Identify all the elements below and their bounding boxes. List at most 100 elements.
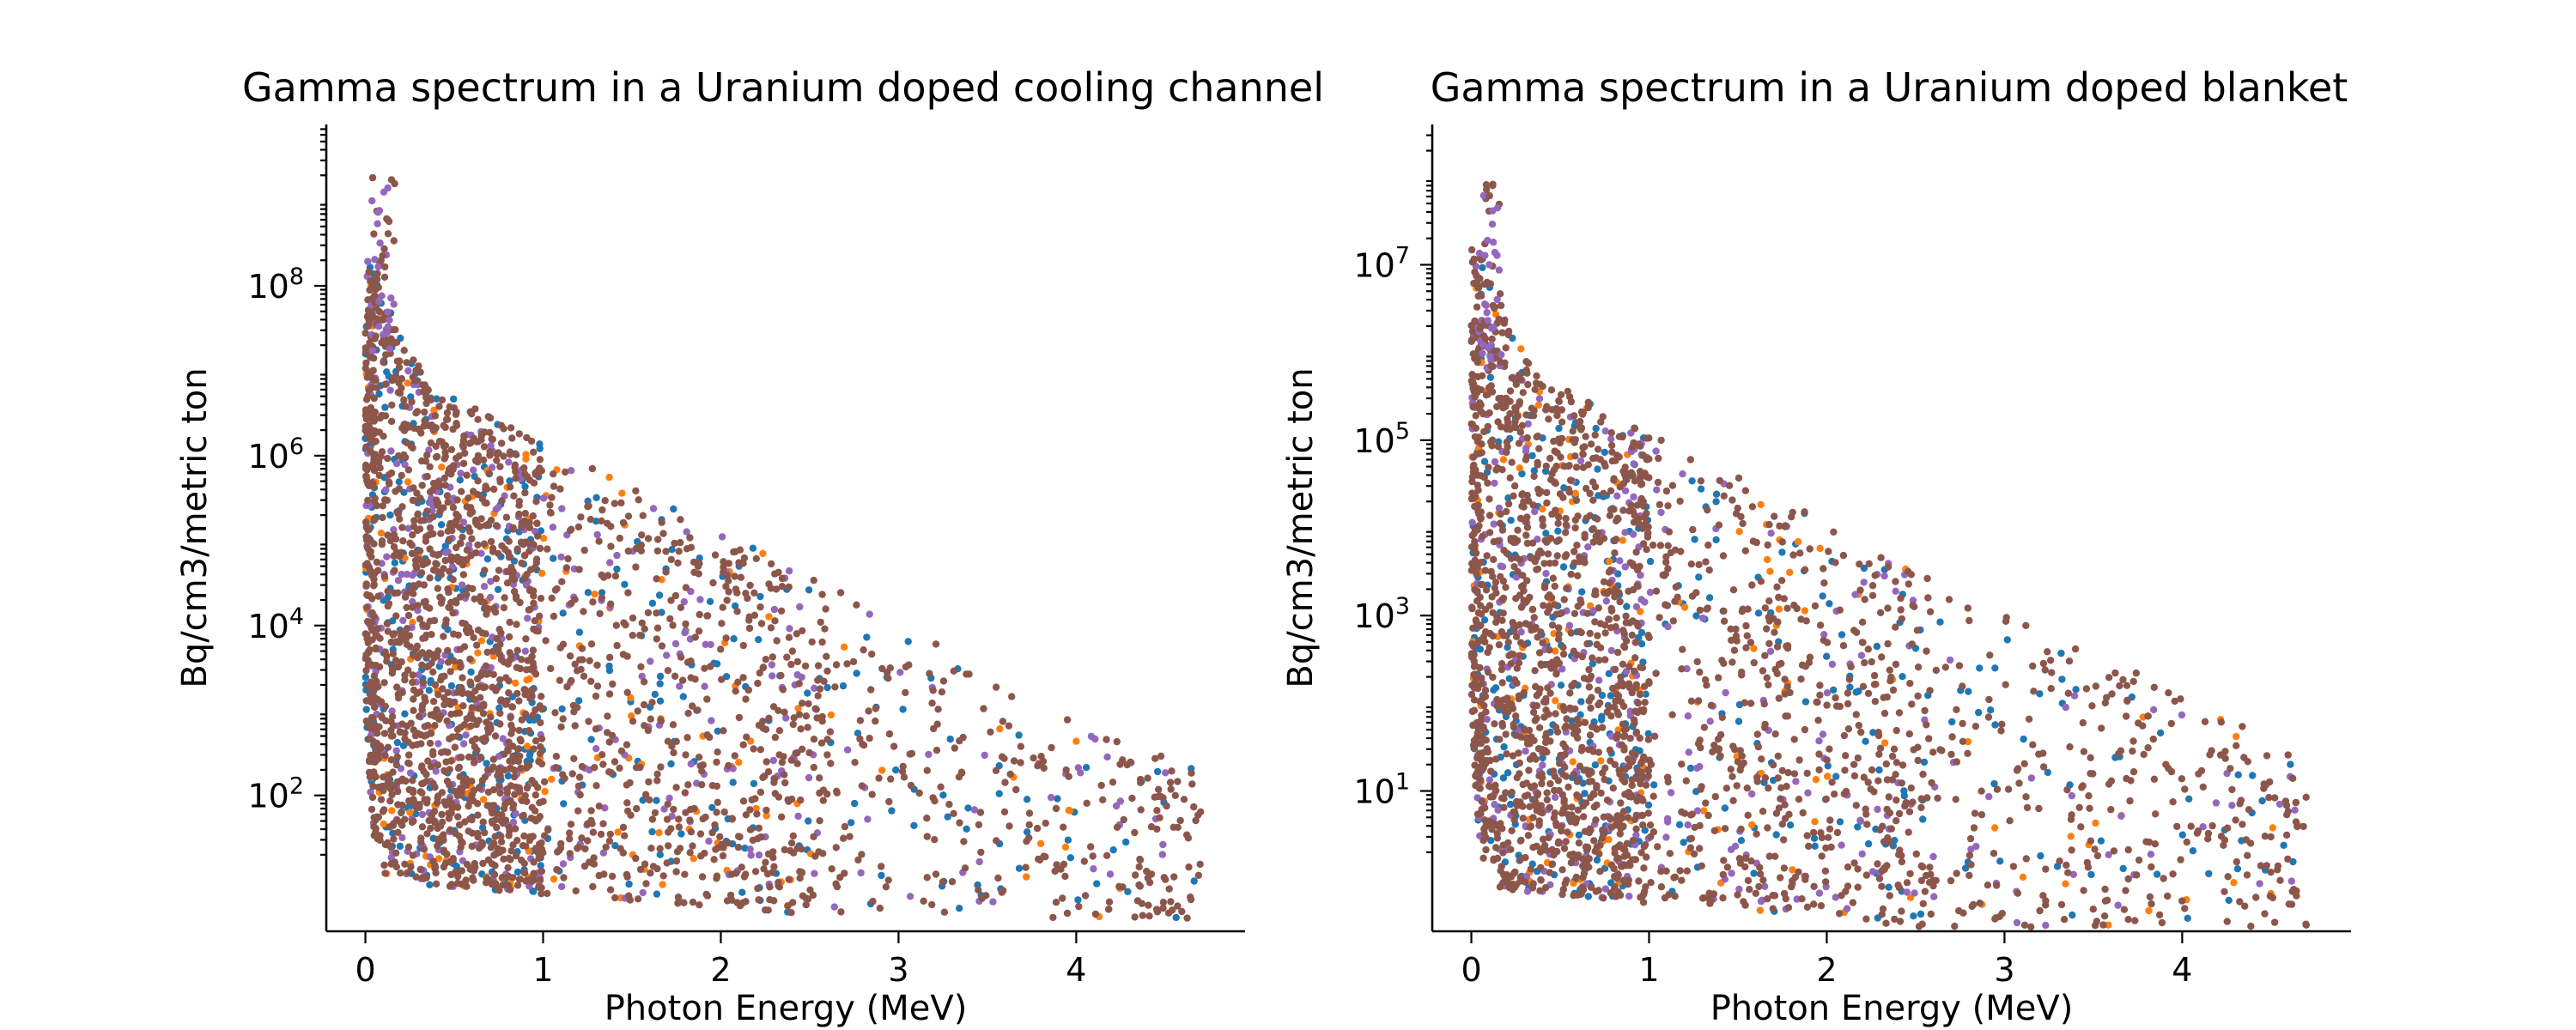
- scatter-point: [718, 676, 726, 683]
- scatter-point: [1106, 870, 1115, 878]
- scatter-point: [537, 594, 545, 603]
- scatter-point: [2258, 797, 2266, 805]
- scatter-point: [591, 591, 598, 598]
- scatter-point: [424, 722, 432, 730]
- scatter-point: [1188, 769, 1195, 777]
- scatter-point: [387, 732, 395, 740]
- scatter-point: [682, 620, 690, 628]
- scatter-point: [370, 575, 378, 583]
- scatter-point: [1500, 742, 1508, 751]
- scatter-point: [2037, 851, 2044, 860]
- scatter-point: [595, 803, 603, 810]
- scatter-point: [780, 753, 787, 760]
- scatter-point: [493, 634, 501, 643]
- scatter-point: [1755, 882, 1763, 891]
- scatter-point: [1151, 793, 1158, 801]
- scatter-point: [653, 797, 660, 804]
- scatter-point: [469, 874, 477, 882]
- scatter-point: [450, 404, 459, 412]
- scatter-point: [1987, 706, 1995, 714]
- scatter-point: [2002, 681, 2009, 688]
- scatter-point: [597, 830, 605, 839]
- scatter-point: [470, 633, 477, 641]
- scatter-point: [1637, 596, 1645, 603]
- scatter-point: [374, 566, 382, 574]
- scatter-point: [1672, 583, 1680, 591]
- scatter-point: [624, 547, 632, 555]
- scatter-point: [725, 588, 732, 596]
- scatter-point: [1756, 906, 1765, 914]
- scatter-point: [1159, 840, 1167, 849]
- scatter-point: [412, 645, 420, 653]
- scatter-point: [598, 751, 606, 759]
- scatter-point: [1652, 587, 1661, 595]
- scatter-point: [733, 608, 741, 615]
- scatter-point: [2245, 806, 2253, 814]
- scatter-point: [371, 256, 379, 264]
- scatter-point: [437, 657, 445, 666]
- scatter-point: [1754, 743, 1762, 751]
- scatter-point: [1976, 664, 1984, 672]
- scatter-point: [672, 868, 680, 876]
- scatter-point: [755, 851, 763, 859]
- scatter-point: [1116, 797, 1125, 805]
- scatter-point: [740, 554, 749, 562]
- scatter-point: [536, 612, 544, 620]
- scatter-point: [810, 576, 817, 585]
- scatter-point: [453, 863, 460, 870]
- scatter-point: [1482, 845, 1490, 854]
- scatter-point: [575, 628, 584, 636]
- scatter-point: [1516, 555, 1524, 564]
- scatter-point: [417, 740, 425, 748]
- scatter-point: [1040, 764, 1048, 772]
- scatter-point: [587, 807, 595, 815]
- scatter-point: [1180, 796, 1188, 803]
- scatter-point: [948, 877, 957, 886]
- scatter-point: [526, 548, 533, 555]
- scatter-point: [500, 855, 507, 863]
- scatter-point: [459, 619, 466, 627]
- scatter-point: [1699, 615, 1707, 622]
- scatter-point: [1778, 548, 1786, 556]
- scatter-point: [383, 553, 391, 560]
- scatter-point: [596, 609, 604, 618]
- scatter-point: [439, 685, 447, 693]
- scatter-point: [1514, 526, 1522, 534]
- scatter-point: [495, 626, 503, 633]
- scatter-point: [1929, 852, 1937, 861]
- scatter-point: [696, 554, 703, 562]
- scatter-point: [432, 453, 440, 461]
- scatter-point: [516, 736, 524, 743]
- scatter-point: [638, 619, 646, 627]
- scatter-point: [777, 671, 785, 680]
- scatter-point: [1864, 689, 1873, 698]
- scatter-point: [733, 589, 741, 597]
- scatter-point: [1986, 651, 1994, 659]
- scatter-point: [404, 379, 411, 387]
- scatter-point: [823, 667, 831, 675]
- scatter-point: [368, 461, 377, 469]
- scatter-point: [538, 569, 546, 578]
- scatter-point: [580, 608, 587, 615]
- scatter-point: [1836, 818, 1844, 826]
- scatter-point: [526, 751, 534, 760]
- scatter-point: [586, 657, 593, 664]
- scatter-point: [970, 806, 979, 814]
- scatter-point: [474, 649, 482, 657]
- scatter-point: [572, 887, 580, 895]
- scatter-point: [950, 667, 958, 675]
- scatter-point: [662, 548, 670, 555]
- scatter-point: [2205, 869, 2213, 878]
- scatter-point: [696, 610, 703, 619]
- scatter-point: [1163, 802, 1170, 810]
- scatter-point: [836, 874, 844, 882]
- scatter-point: [483, 555, 492, 563]
- scatter-point: [818, 718, 826, 725]
- scatter-point: [1001, 779, 1009, 786]
- scatter-point: [459, 740, 468, 748]
- scatter-point: [431, 722, 439, 730]
- scatter-point: [468, 704, 476, 712]
- scatter-point: [410, 695, 417, 703]
- scatter-point: [1490, 537, 1498, 546]
- scatter-point: [389, 821, 398, 829]
